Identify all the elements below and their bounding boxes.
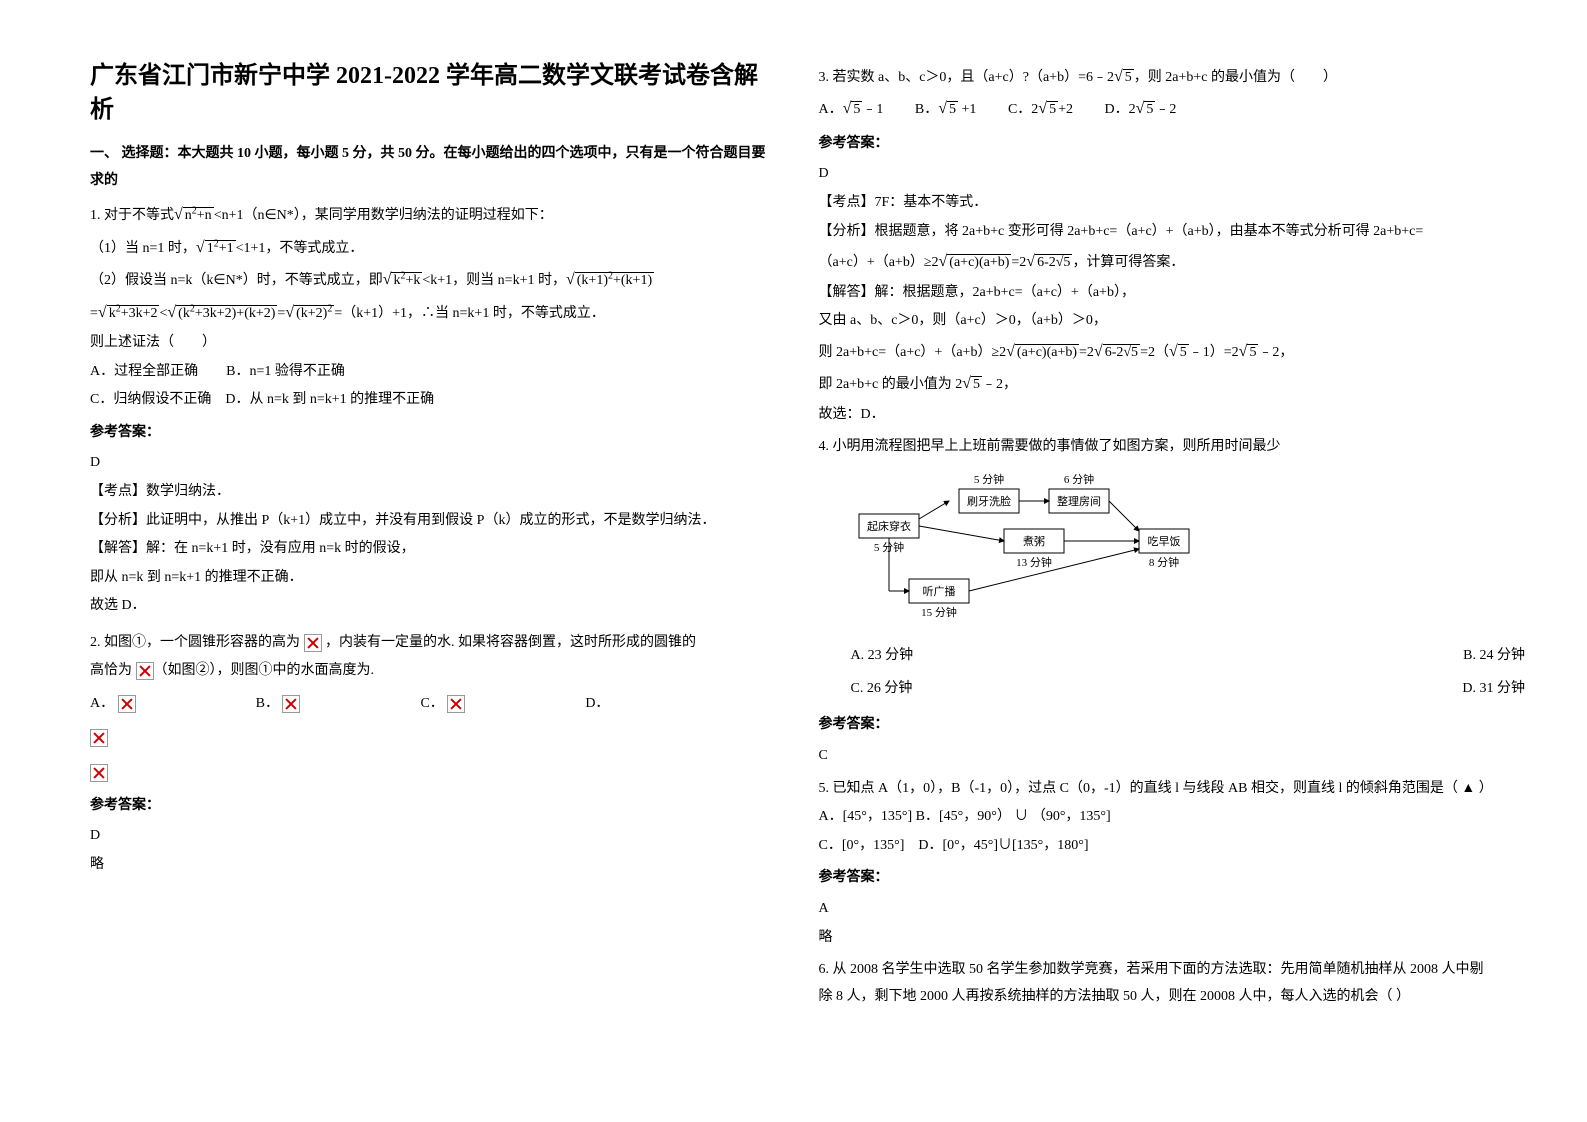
missing-image-icon xyxy=(90,729,108,747)
q3-kd: 【考点】7F：基本不等式． xyxy=(819,190,1498,217)
right-column: 3. 若实数 a、b、c＞0，且（a+c）?（a+b）=6﹣2√5，则 2a+b… xyxy=(819,60,1498,1012)
q3-fx-l2: （a+c）+（a+b）≥2√(a+c)(a+b)=2√6-2√5，计算可得答案． xyxy=(819,247,1498,277)
q3-jd5: 故选：D． xyxy=(819,402,1498,429)
left-column: 广东省江门市新宁中学 2021-2022 学年高二数学文联考试卷含解析 一、 选… xyxy=(90,60,769,1012)
q1-kaodian: 【考点】数学归纳法． xyxy=(90,479,769,506)
svg-text:15 分钟: 15 分钟 xyxy=(921,605,957,619)
svg-text:5 分钟: 5 分钟 xyxy=(973,472,1003,486)
q1-step1: （1）当 n=1 时，√12+1<1+1，不等式成立． xyxy=(90,233,769,263)
q3-fx-l1: 【分析】根据题意，将 2a+b+c 变形可得 2a+b+c=（a+c）+（a+b… xyxy=(819,219,1498,246)
q2-stem-line2: 高恰为 （如图②），则图①中的水面高度为. xyxy=(90,658,769,685)
q1-options-cd: C．归纳假设不正确 D．从 n=k 到 n=k+1 的推理不正确 xyxy=(90,387,769,414)
q5-opts-ab: A．[45°，135°] B．[45°，90°） ∪ （90°，135°] xyxy=(819,804,1498,831)
svg-text:13 分钟: 13 分钟 xyxy=(1016,555,1052,569)
q1-answer-label: 参考答案： xyxy=(90,420,769,447)
q5-answer: A xyxy=(819,896,1498,923)
exam-title: 广东省江门市新宁中学 2021-2022 学年高二数学文联考试卷含解析 xyxy=(90,60,769,127)
q3-jd2: 又由 a、b、c＞0，则（a+c）＞0，（a+b）＞0， xyxy=(819,308,1498,335)
q3-options: A．√5﹣1 B．√5 +1 C．2√5+2 D．2√5﹣2 xyxy=(819,94,1498,124)
svg-text:听广播: 听广播 xyxy=(922,584,955,598)
q3-answer: D xyxy=(819,161,1498,188)
q5-opts-cd: C．[0°，135°] D．[0°，45°]∪[135°，180°] xyxy=(819,833,1498,860)
q3-stem: 3. 若实数 a、b、c＞0，且（a+c）?（a+b）=6﹣2√5，则 2a+b… xyxy=(819,62,1498,92)
missing-image-icon xyxy=(90,764,108,782)
q4-answer: C xyxy=(819,743,1498,770)
missing-image-icon xyxy=(282,695,300,713)
q1-step3: =√k2+3k+2<√(k2+3k+2)+(k+2)=√(k+2)2=（k+1）… xyxy=(90,298,769,328)
q2-lue: 略 xyxy=(90,852,769,879)
missing-image-icon xyxy=(447,695,465,713)
svg-text:煮粥: 煮粥 xyxy=(1023,535,1045,548)
missing-image-icon xyxy=(136,662,154,680)
q1-fenxi: 【分析】此证明中，从推出 P（k+1）成立中，并没有用到假设 P（k）成立的形式… xyxy=(90,508,769,535)
q2-answer: D xyxy=(90,823,769,850)
svg-text:起床穿衣: 起床穿衣 xyxy=(867,519,911,533)
q2-stem-line1: 2. 如图①，一个圆锥形容器的高为 ，内装有一定量的水. 如果将容器倒置，这时所… xyxy=(90,630,769,657)
q1-jd2: 即从 n=k 到 n=k+1 的推理不正确． xyxy=(90,565,769,592)
svg-text:8 分钟: 8 分钟 xyxy=(1148,555,1178,569)
q2-missing-1 xyxy=(90,726,769,753)
flowchart-svg: 起床穿衣 5 分钟 刷牙洗脸 5 分钟 整理房间 6 分钟 煮粥 13 分钟 吃… xyxy=(849,469,1229,619)
q3-jd1: 【解答】解：根据题意，2a+b+c=（a+c）+（a+b）， xyxy=(819,280,1498,307)
q1-jd1: 【解答】解：在 n=k+1 时，没有应用 n=k 时的假设， xyxy=(90,536,769,563)
q1-options-ab: A．过程全部正确 B．n=1 验得不正确 xyxy=(90,359,769,386)
q4-answer-label: 参考答案： xyxy=(819,712,1498,739)
q2-answer-label: 参考答案： xyxy=(90,793,769,820)
svg-text:刷牙洗脸: 刷牙洗脸 xyxy=(967,494,1011,508)
svg-text:吃早饭: 吃早饭 xyxy=(1147,535,1180,548)
q1-jd3: 故选 D． xyxy=(90,593,769,620)
q5-stem: 5. 已知点 A（1，0），B（-1，0），过点 C（0，-1）的直线 l 与线… xyxy=(819,776,1498,803)
q6-stem: 6. 从 2008 名学生中选取 50 名学生参加数学竞赛，若采用下面的方法选取… xyxy=(819,957,1498,1010)
q3-answer-label: 参考答案： xyxy=(819,131,1498,158)
svg-text:整理房间: 整理房间 xyxy=(1057,494,1101,508)
q1-step2: （2）假设当 n=k（k∈N*）时，不等式成立，即√k2+k<k+1，则当 n=… xyxy=(90,265,769,295)
q4-flowchart: 起床穿衣 5 分钟 刷牙洗脸 5 分钟 整理房间 6 分钟 煮粥 13 分钟 吃… xyxy=(849,469,1498,630)
q2-missing-2 xyxy=(90,760,769,787)
q5-answer-label: 参考答案： xyxy=(819,865,1498,892)
q1-stem: 1. 对于不等式√n2+n<n+1（n∈N*），某同学用数学归纳法的证明过程如下… xyxy=(90,200,769,230)
missing-image-icon xyxy=(304,634,322,652)
q1-tail: 则上述证法（ ） xyxy=(90,330,769,357)
section-1-heading: 一、 选择题：本大题共 10 小题，每小题 5 分，共 50 分。在每小题给出的… xyxy=(90,141,769,194)
q5-lue: 略 xyxy=(819,925,1498,952)
q1-answer: D xyxy=(90,450,769,477)
q2-options: A． B． C． D． xyxy=(90,691,769,718)
missing-image-icon xyxy=(118,695,136,713)
q3-jd3: 则 2a+b+c=（a+c）+（a+b）≥2√(a+c)(a+b)=2√6-2√… xyxy=(819,337,1498,367)
q4-options: A. 23 分钟B. 24 分钟 C. 26 分钟D. 31 分钟 xyxy=(849,639,1528,706)
q3-jd4: 即 2a+b+c 的最小值为 2√5﹣2， xyxy=(819,369,1498,399)
q4-stem: 4. 小明用流程图把早上上班前需要做的事情做了如图方案，则所用时间最少 xyxy=(819,434,1498,461)
svg-text:6 分钟: 6 分钟 xyxy=(1063,472,1093,486)
